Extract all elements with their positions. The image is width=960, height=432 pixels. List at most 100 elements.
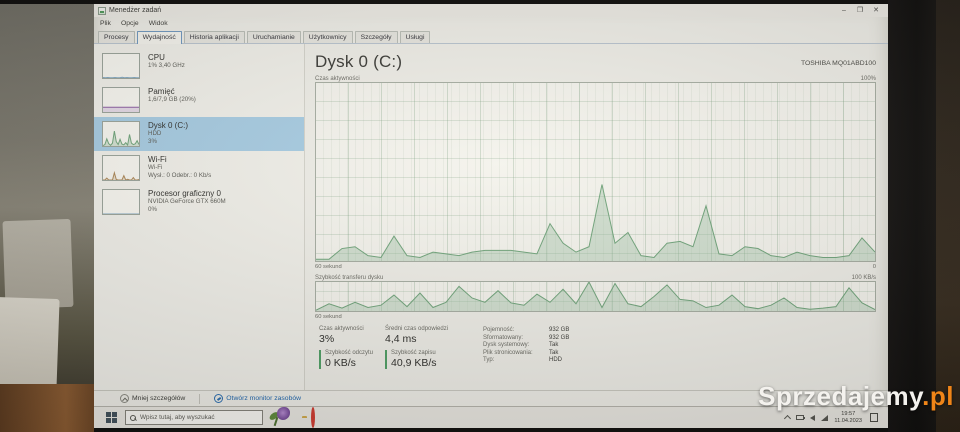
network-icon[interactable] — [821, 414, 829, 421]
chart2-x-label: 60 sekund — [315, 313, 342, 320]
gpu-mini-chart — [102, 189, 140, 215]
less-details-button[interactable]: Mniej szczegółów — [120, 394, 185, 403]
room-background-left — [0, 0, 94, 432]
watermark: Sprzedajemy.pl — [758, 381, 954, 412]
read-speed-label: Szybkość odczytu — [325, 350, 374, 356]
open-resource-monitor-label: Otwórz monitor zasobów — [226, 395, 302, 402]
page-title: Dysk 0 (C:) — [315, 52, 403, 71]
tab-uruchamianie[interactable]: Uruchamianie — [246, 31, 301, 43]
tab-historia-aplikacji[interactable]: Historia aplikacji — [183, 31, 245, 43]
sidebar-item-detail: 1% 3,40 GHz — [148, 62, 185, 69]
sidebar-item-detail: 0% — [148, 206, 157, 214]
footer-bar: Mniej szczegółów Otwórz monitor zasobów — [94, 390, 888, 406]
tab-szczegoly[interactable]: Szczegóły — [354, 31, 398, 43]
sidebar-item-detail: Wysł.: 0 Odebr.: 0 Kb/s — [148, 172, 212, 180]
maximize-button[interactable]: ❐ — [856, 7, 864, 14]
sidebar-item-detail: HDD — [148, 130, 162, 137]
open-resource-monitor-link[interactable]: Otwórz monitor zasobów — [214, 394, 301, 403]
chart1-min-label: 0 — [872, 263, 876, 270]
start-button[interactable] — [106, 412, 117, 423]
chart2-label: Szybkość transferu dysku — [315, 275, 384, 281]
sidebar-item-label: Procesor graficzny 0 — [148, 189, 221, 198]
background-object — [0, 296, 60, 392]
detail-value: Tak — [549, 342, 559, 348]
taskbar-search[interactable] — [125, 410, 263, 425]
write-speed-label: Szybkość zapisu — [391, 350, 436, 356]
device-name: TOSHIBA MQ01ABD100 — [800, 59, 876, 67]
chart1-max-label: 100% — [860, 76, 876, 82]
clock[interactable]: 19:57 11.04.2023 — [834, 411, 862, 425]
tab-uzytkownicy[interactable]: Użytkownicy — [302, 31, 353, 43]
chevron-up-icon — [120, 394, 129, 403]
system-tray: 19:57 11.04.2023 — [784, 411, 882, 425]
footer-divider — [199, 393, 201, 404]
sidebar-item-cpu[interactable]: CPU 1% 3,40 GHz — [94, 49, 304, 83]
screen: Menedżer zadań – ❐ ✕ Plik Opcje Widok Pr… — [94, 4, 888, 428]
watermark-text: Sprzedajemy — [758, 381, 923, 411]
sidebar-item-detail: 3% — [148, 138, 157, 146]
menu-item-widok[interactable]: Widok — [148, 19, 168, 27]
clock-time: 19:57 — [841, 410, 856, 417]
monitor-bezel-right — [888, 0, 936, 432]
search-input[interactable] — [140, 414, 258, 421]
resource-monitor-icon — [214, 394, 224, 403]
sidebar-item-memory[interactable]: Pamięć 1,6/7,9 GB (20%) — [94, 83, 304, 117]
wifi-mini-chart — [102, 155, 140, 181]
active-time-chart — [315, 82, 876, 262]
memory-mini-chart — [102, 87, 140, 113]
speaker-icon[interactable] — [810, 414, 816, 421]
close-button[interactable]: ✕ — [873, 7, 879, 14]
write-speed-value: 40,9 KB/s — [391, 357, 437, 369]
disk-stats: Czas aktywności 3% Szybkość odczytu 0 KB… — [315, 321, 876, 390]
menu-item-plik[interactable]: Plik — [100, 19, 111, 27]
background-object — [2, 218, 74, 310]
tab-wydajnosc[interactable]: Wydajność — [136, 31, 182, 44]
chart1-x-label: 60 sekund — [315, 263, 342, 270]
less-details-label: Mniej szczegółów — [132, 395, 186, 402]
disk-performance-panel: Dysk 0 (C:) TOSHIBA MQ01ABD100 Czas akty… — [305, 44, 888, 390]
menu-item-opcje[interactable]: Opcje — [120, 19, 139, 27]
cpu-mini-chart — [102, 53, 140, 79]
search-icon — [130, 414, 136, 421]
sidebar-item-disk[interactable]: Dysk 0 (C:) HDD 3% — [94, 117, 304, 151]
detail-label: Dysk systemowy: — [483, 342, 530, 348]
sidebar-item-label: Wi-Fi — [148, 155, 167, 164]
sidebar-item-detail: Wi-Fi — [148, 164, 163, 171]
minimize-button[interactable]: – — [842, 7, 846, 14]
active-time-stat-value: 3% — [319, 333, 335, 345]
sidebar-item-label: Pamięć — [148, 87, 175, 96]
chart2-max-label: 100 KB/s — [851, 275, 876, 281]
sidebar-item-wifi[interactable]: Wi-Fi Wi-Fi Wysł.: 0 Odebr.: 0 Kb/s — [94, 151, 304, 185]
task-manager-icon — [98, 6, 106, 15]
taskbar: 19:57 11.04.2023 — [94, 406, 888, 428]
opera-browser-icon[interactable] — [311, 406, 315, 428]
performance-sidebar: CPU 1% 3,40 GHz Pamięć 1,6/7,9 GB (20%) … — [94, 44, 305, 390]
read-speed-value: 0 KB/s — [325, 357, 356, 369]
window-title: Menedżer zadań — [109, 7, 162, 14]
tab-procesy[interactable]: Procesy — [98, 31, 135, 43]
wooden-desk — [0, 384, 94, 432]
detail-value: HDD — [549, 357, 562, 363]
detail-label: Sformatowany: — [483, 334, 524, 341]
search-highlight-flower-image[interactable] — [267, 405, 293, 427]
sidebar-item-label: CPU — [148, 53, 165, 62]
battery-icon[interactable] — [796, 415, 806, 420]
monitor-bezel-bottom — [94, 428, 888, 432]
detail-label: Typ: — [483, 357, 495, 363]
chart1-label: Czas aktywności — [315, 76, 360, 82]
sidebar-item-gpu[interactable]: Procesor graficzny 0 NVIDIA GeForce GTX … — [94, 185, 304, 219]
detail-value: Tak — [549, 349, 559, 356]
tab-bar: Procesy Wydajność Historia aplikacji Uru… — [94, 29, 888, 44]
tab-uslugi[interactable]: Usługi — [399, 31, 431, 43]
tray-chevron-icon[interactable] — [784, 414, 792, 423]
avg-response-value: 4,4 ms — [385, 333, 417, 345]
action-center-icon[interactable] — [870, 413, 878, 422]
watermark-suffix: .pl — [922, 381, 954, 411]
monitor-bezel-top — [0, 0, 960, 4]
titlebar: Menedżer zadań – ❐ ✕ — [94, 4, 888, 17]
clock-date: 11.04.2023 — [834, 417, 862, 424]
sidebar-item-detail: NVIDIA GeForce GTX 660M — [148, 198, 226, 205]
active-time-stat-label: Czas aktywności — [319, 326, 364, 332]
detail-value: 932 GB — [549, 334, 570, 341]
